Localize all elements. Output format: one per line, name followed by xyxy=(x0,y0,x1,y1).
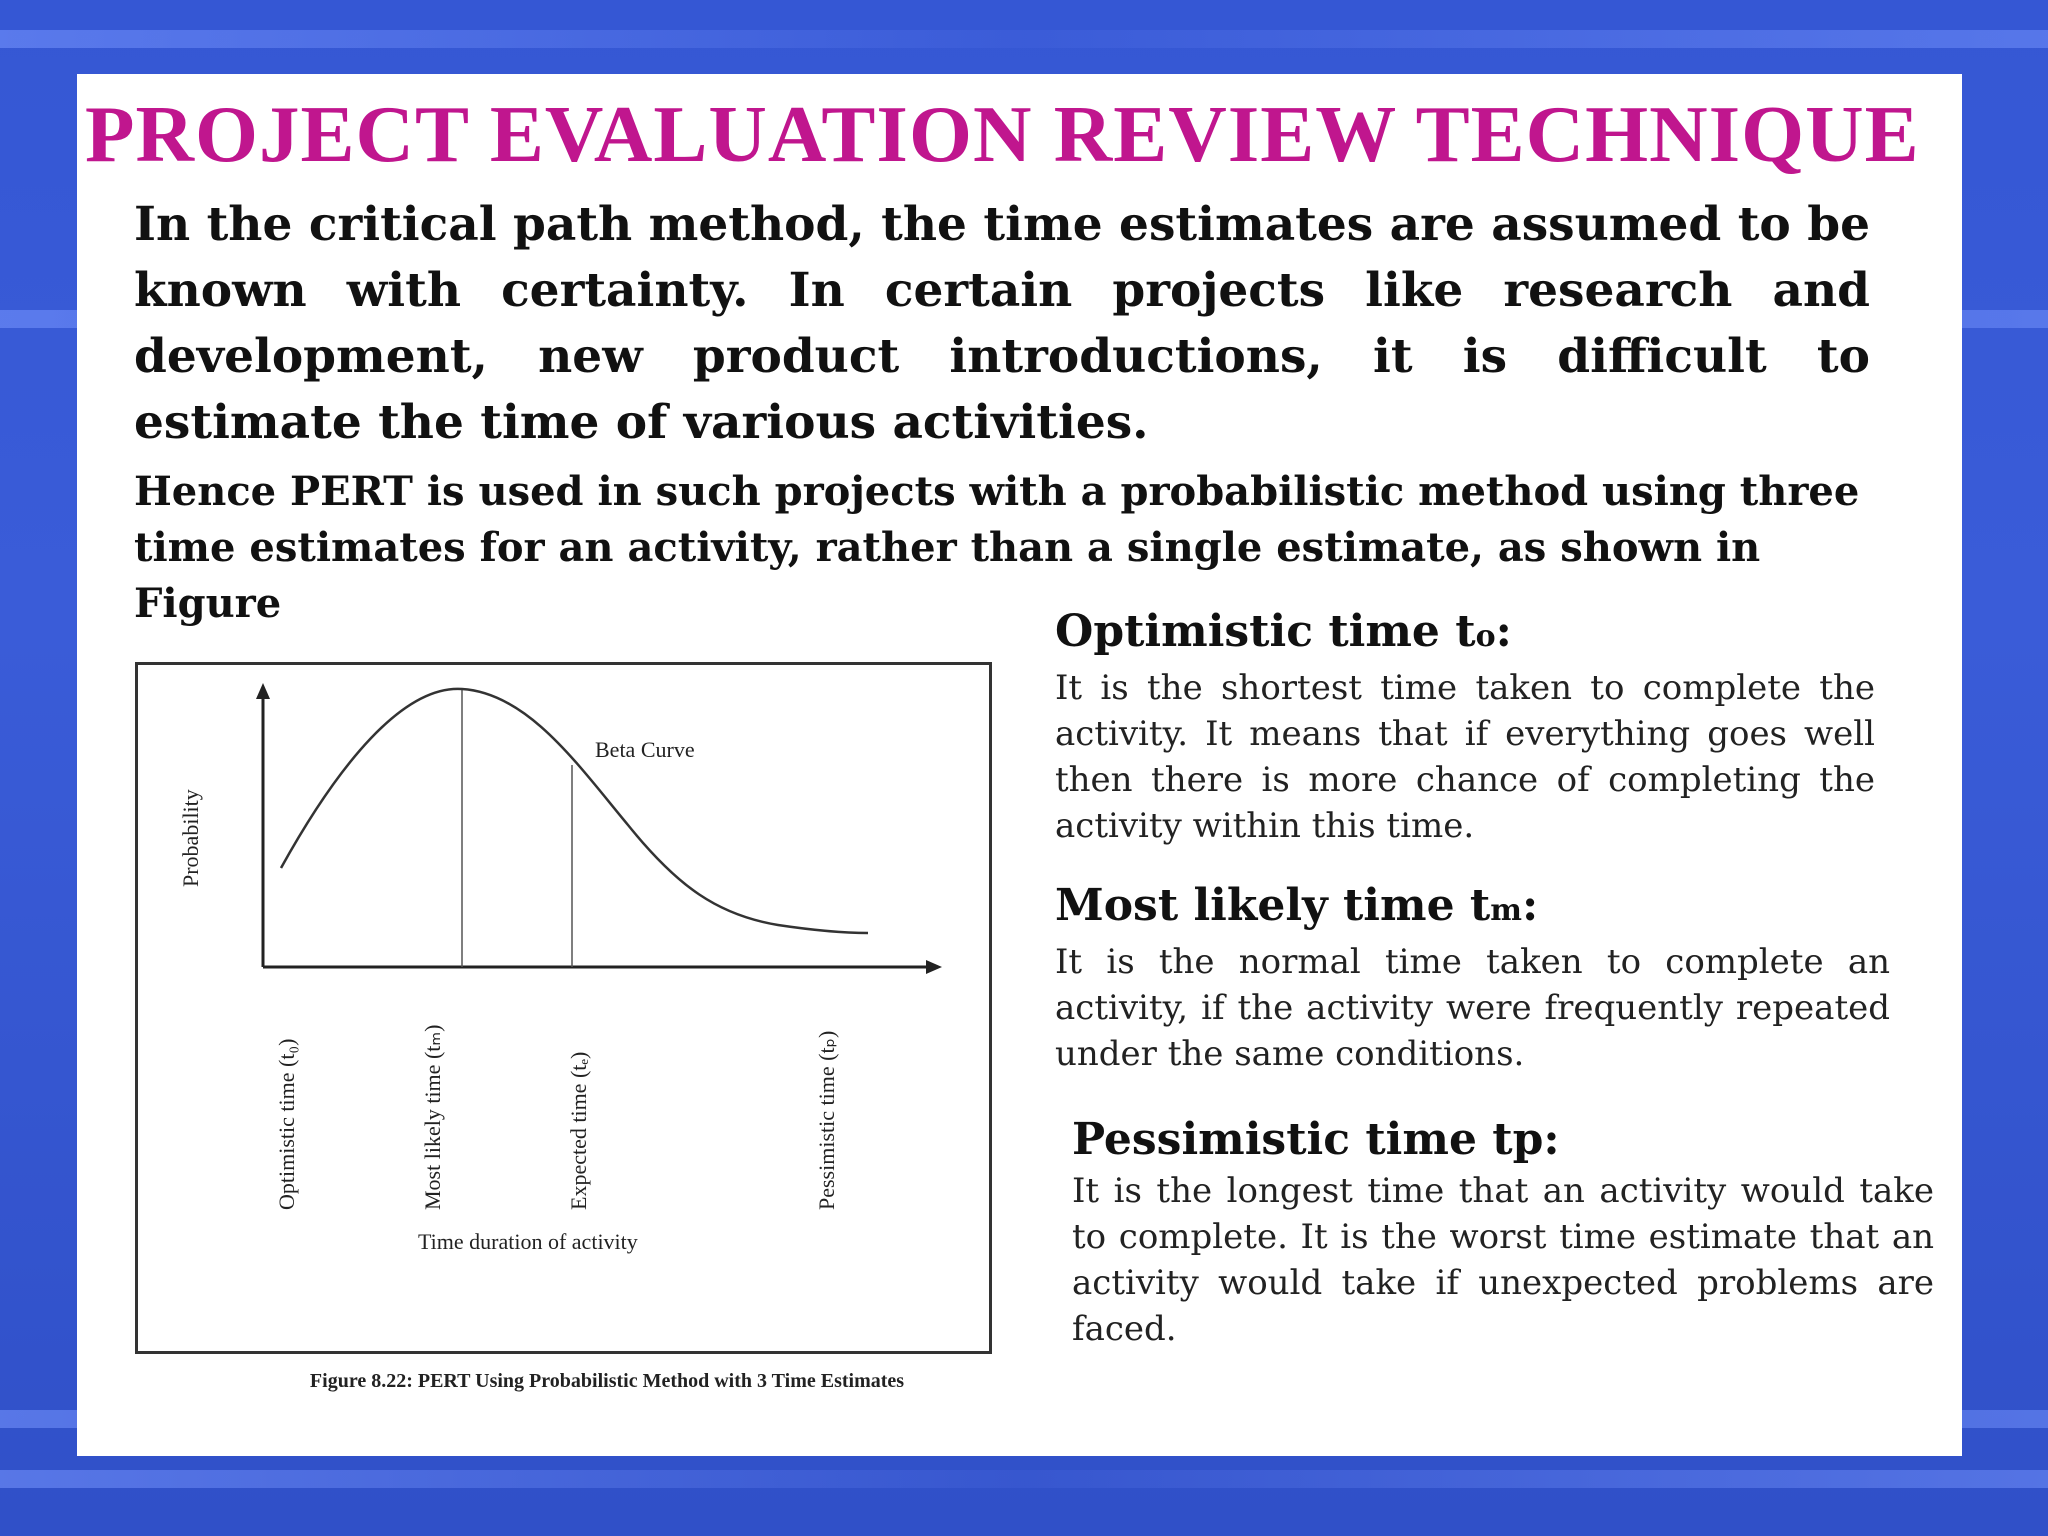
pert-figure: Beta Curve Probability Optimistic time (… xyxy=(135,662,992,1354)
optimistic-heading: Optimistic time to: xyxy=(1055,606,1512,657)
tick-label-expected: Expected time (tₑ) xyxy=(566,1052,591,1210)
slide-title: PROJECT EVALUATION REVIEW TECHNIQUE xyxy=(85,89,1920,179)
most-likely-heading: Most likely time tm: xyxy=(1055,880,1539,931)
pessimistic-definition: Pessimistic time tp: It is the longest t… xyxy=(1072,1112,1934,1352)
tick-label-most-likely: Most likely time (tₘ) xyxy=(420,1025,445,1210)
figure-caption: Figure 8.22: PERT Using Probabilistic Me… xyxy=(309,1370,905,1392)
optimistic-definition: Optimistic time to: It is the shortest t… xyxy=(1055,604,1875,849)
background-stripe xyxy=(0,1470,2048,1488)
background-stripe xyxy=(0,30,2048,48)
optimistic-text: It is the shortest time taken to complet… xyxy=(1055,668,1875,846)
tick-label-pessimistic: Pessimistic time (tₚ) xyxy=(814,1031,839,1210)
pert-paragraph: Hence PERT is used in such projects with… xyxy=(134,468,1860,627)
y-axis-arrow xyxy=(256,683,270,699)
most-likely-text: It is the normal time taken to complete … xyxy=(1055,942,1890,1074)
tick-label-optimistic: Optimistic time (t₀) xyxy=(274,1039,299,1210)
beta-curve xyxy=(279,687,869,935)
slide: PROJECT EVALUATION REVIEW TECHNIQUE In t… xyxy=(77,74,1962,1456)
pessimistic-heading: Pessimistic time tp: xyxy=(1072,1114,1560,1165)
pessimistic-text: It is the longest time that an activity … xyxy=(1072,1171,1934,1349)
probability-label: Probability xyxy=(178,789,203,887)
most-likely-definition: Most likely time tm: It is the normal ti… xyxy=(1055,878,1890,1077)
x-axis-arrow xyxy=(926,960,942,974)
beta-curve-label: Beta Curve xyxy=(595,737,695,762)
beta-curve-diagram: Beta Curve Probability Optimistic time (… xyxy=(178,683,942,1254)
time-duration-label: Time duration of activity xyxy=(418,1229,638,1254)
intro-paragraph: In the critical path method, the time es… xyxy=(134,197,1870,450)
